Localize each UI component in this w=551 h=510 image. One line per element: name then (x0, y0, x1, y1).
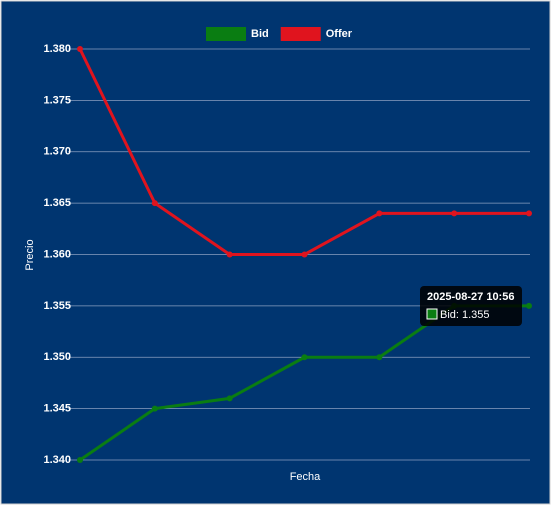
data-point (526, 210, 532, 217)
y-tick-label: 1.360 (43, 248, 71, 260)
tooltip-box (420, 286, 522, 326)
legend-label: Offer (326, 28, 353, 40)
y-tick-label: 1.375 (43, 94, 71, 106)
y-tick-label: 1.365 (43, 197, 71, 209)
data-point (376, 210, 383, 217)
y-tick-label: 1.350 (43, 351, 71, 363)
legend-swatch (280, 27, 321, 41)
data-point (151, 405, 158, 412)
data-point (526, 302, 532, 309)
tooltip-swatch (426, 308, 438, 320)
y-tick-label: 1.340 (43, 454, 71, 466)
data-point (77, 457, 83, 463)
data-point (451, 210, 458, 217)
y-tick-label: 1.380 (43, 43, 71, 55)
data-point (301, 354, 308, 361)
y-tick-label: 1.345 (43, 403, 71, 415)
y-tick-label: 1.370 (43, 146, 71, 158)
legend-label: Bid (251, 28, 269, 40)
y-tick-label: 1.355 (43, 300, 71, 312)
data-point (151, 200, 158, 207)
data-point (226, 395, 233, 402)
legend: Bid Offer (206, 27, 353, 41)
tooltip-title: 2025-08-27 10:56 (427, 291, 514, 303)
y-axis-title: Precio (24, 239, 36, 270)
data-point (376, 354, 383, 361)
data-point (301, 251, 308, 258)
x-axis-title: Fecha (290, 471, 321, 483)
tooltip-label: Bid: 1.355 (440, 309, 490, 321)
tooltip: 2025-08-27 10:56 Bid: 1.355 (420, 286, 522, 326)
legend-swatch (206, 27, 246, 41)
data-point (77, 46, 83, 52)
data-point (226, 251, 233, 258)
